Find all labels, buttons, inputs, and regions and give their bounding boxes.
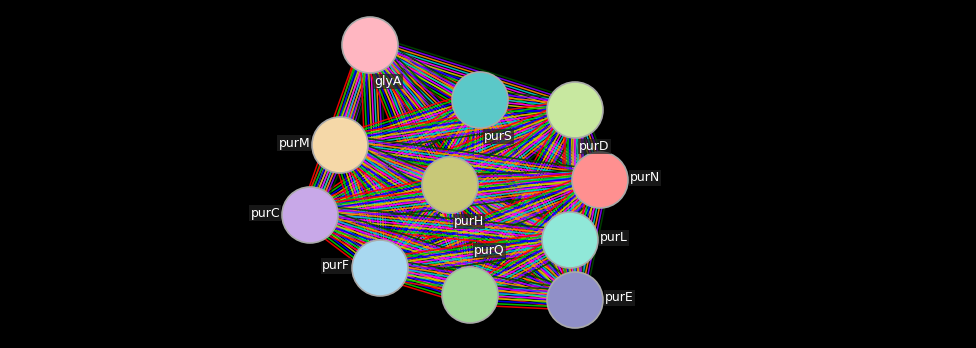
- Text: purS: purS: [484, 130, 512, 143]
- Circle shape: [542, 212, 598, 268]
- Text: purH: purH: [454, 215, 484, 228]
- Circle shape: [282, 187, 338, 243]
- Circle shape: [312, 117, 368, 173]
- Text: purM: purM: [278, 136, 310, 150]
- Circle shape: [422, 157, 478, 213]
- Circle shape: [352, 240, 408, 296]
- Circle shape: [342, 17, 398, 73]
- Text: purQ: purQ: [474, 244, 505, 257]
- Circle shape: [572, 152, 628, 208]
- Text: purN: purN: [630, 172, 660, 184]
- Text: purE: purE: [605, 292, 633, 304]
- Text: purD: purD: [579, 140, 609, 153]
- Circle shape: [442, 267, 498, 323]
- Circle shape: [452, 72, 508, 128]
- Text: glyA: glyA: [374, 75, 401, 88]
- Circle shape: [547, 82, 603, 138]
- Text: purF: purF: [322, 260, 350, 272]
- Text: purL: purL: [600, 231, 628, 245]
- Text: purC: purC: [251, 206, 280, 220]
- Circle shape: [547, 272, 603, 328]
